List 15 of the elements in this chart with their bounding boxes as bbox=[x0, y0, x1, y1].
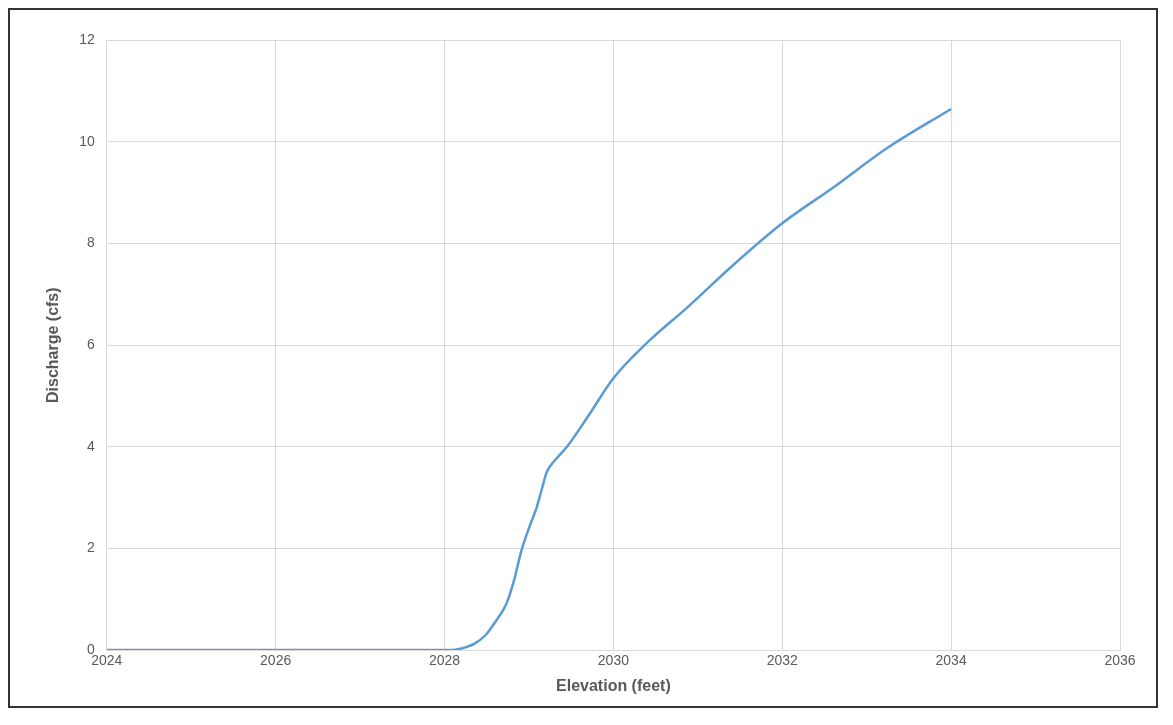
y-tick-label: 8 bbox=[86, 234, 95, 251]
y-tick-label: 6 bbox=[86, 336, 95, 353]
x-tick-label: 2026 bbox=[260, 652, 292, 669]
y-tick-label: 2 bbox=[86, 539, 95, 556]
x-tick-label: 2030 bbox=[597, 652, 630, 669]
x-axis-title: Elevation (feet) bbox=[556, 676, 671, 694]
x-tick-label: 2032 bbox=[766, 652, 799, 669]
x-tick-label: 2034 bbox=[935, 652, 967, 669]
y-tick-label: 4 bbox=[86, 437, 95, 454]
x-tick-label: 2028 bbox=[428, 652, 461, 669]
line-series bbox=[106, 107, 953, 650]
y-axis-title: Discharge (cfs) bbox=[44, 287, 62, 403]
x-tick-label: 2036 bbox=[1104, 652, 1136, 669]
y-tick-label: 12 bbox=[79, 31, 95, 48]
y-tick-label: 10 bbox=[79, 132, 95, 149]
